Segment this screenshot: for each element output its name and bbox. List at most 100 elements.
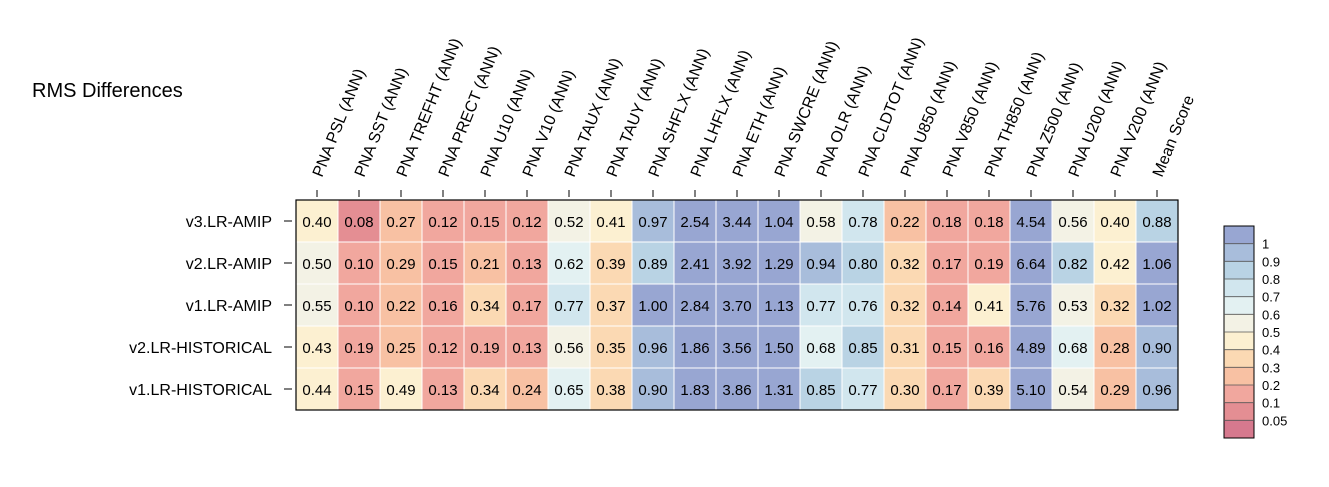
heatmap-cell bbox=[673, 283, 717, 327]
heatmap-cell bbox=[757, 325, 801, 369]
cell-value-label: 0.89 bbox=[638, 256, 667, 273]
heatmap-cell bbox=[1093, 241, 1137, 285]
heatmap-cell bbox=[673, 241, 717, 285]
cell-value-label: 0.15 bbox=[428, 256, 457, 273]
heatmap-cell bbox=[589, 199, 633, 243]
cell-value-label: 0.68 bbox=[806, 340, 835, 357]
cell-value-label: 0.39 bbox=[974, 382, 1003, 399]
cell-value-label: 0.10 bbox=[344, 298, 373, 315]
heatmap-cell bbox=[295, 283, 339, 327]
colorbar-tick-label: 0.5 bbox=[1262, 325, 1280, 340]
heatmap-cell bbox=[925, 283, 969, 327]
cell-value-label: 1.83 bbox=[680, 382, 709, 399]
cell-value-label: 0.17 bbox=[512, 298, 541, 315]
cell-value-label: 0.53 bbox=[1058, 298, 1087, 315]
heatmap-cell bbox=[967, 325, 1011, 369]
heatmap-cell bbox=[295, 367, 339, 411]
cell-value-label: 0.13 bbox=[512, 256, 541, 273]
cell-value-label: 0.22 bbox=[890, 214, 919, 231]
cell-value-label: 5.10 bbox=[1016, 382, 1045, 399]
cell-value-label: 0.77 bbox=[848, 382, 877, 399]
column-label: Mean Score bbox=[1150, 93, 1198, 179]
cell-value-label: 0.13 bbox=[512, 340, 541, 357]
cell-value-label: 0.28 bbox=[1100, 340, 1129, 357]
cell-value-label: 0.21 bbox=[470, 256, 499, 273]
heatmap-cell bbox=[757, 283, 801, 327]
cell-value-label: 4.54 bbox=[1016, 214, 1045, 231]
cell-value-label: 0.85 bbox=[806, 382, 835, 399]
cell-value-label: 3.86 bbox=[722, 382, 751, 399]
heatmap-cell bbox=[799, 283, 843, 327]
cell-value-label: 0.25 bbox=[386, 340, 415, 357]
colorbar-tick-label: 0.2 bbox=[1262, 378, 1280, 393]
colorbar-legend: 1 0.9 0.8 0.7 0.6 0.5 0.4 0.3 0.2 0.1 0.05 bbox=[1223, 225, 1287, 439]
cell-value-label: 0.15 bbox=[932, 340, 961, 357]
heatmap-cell bbox=[379, 241, 423, 285]
cell-value-label: 0.17 bbox=[932, 382, 961, 399]
heatmap-cell bbox=[1093, 283, 1137, 327]
cell-value-label: 0.43 bbox=[302, 340, 331, 357]
colorbar-tick-label: 0.6 bbox=[1262, 307, 1280, 322]
row-label: v1.LR-AMIP bbox=[186, 298, 272, 315]
heatmap-cell bbox=[841, 325, 885, 369]
heatmap-cell bbox=[715, 241, 759, 285]
cell-value-label: 0.18 bbox=[974, 214, 1003, 231]
heatmap-cell bbox=[337, 283, 381, 327]
colorbar-tick-label: 1 bbox=[1262, 237, 1269, 252]
heatmap-cell bbox=[883, 241, 927, 285]
cell-value-label: 2.54 bbox=[680, 214, 709, 231]
colorbar-segment bbox=[1224, 367, 1254, 386]
cell-value-label: 0.39 bbox=[596, 256, 625, 273]
colorbar-tick-label: 0.8 bbox=[1262, 272, 1280, 287]
colorbar-segment bbox=[1224, 332, 1254, 351]
heatmap-cell bbox=[505, 325, 549, 369]
colorbar-segment bbox=[1224, 279, 1254, 298]
heatmap-cell bbox=[925, 367, 969, 411]
cell-value-label: 0.15 bbox=[470, 214, 499, 231]
cell-value-label: 0.77 bbox=[554, 298, 583, 315]
cell-value-label: 2.41 bbox=[680, 256, 709, 273]
colorbar-segment bbox=[1224, 420, 1254, 439]
cell-value-label: 0.32 bbox=[890, 256, 919, 273]
cell-value-label: 0.80 bbox=[848, 256, 877, 273]
heatmap-cell bbox=[295, 325, 339, 369]
cell-value-label: 1.04 bbox=[764, 214, 793, 231]
heatmap-cell bbox=[421, 325, 465, 369]
cell-value-label: 0.58 bbox=[806, 214, 835, 231]
cell-value-label: 0.35 bbox=[596, 340, 625, 357]
cell-value-label: 1.13 bbox=[764, 298, 793, 315]
cell-value-label: 3.56 bbox=[722, 340, 751, 357]
cell-value-label: 0.32 bbox=[890, 298, 919, 315]
heatmap-cell bbox=[547, 199, 591, 243]
cell-value-label: 3.70 bbox=[722, 298, 751, 315]
heatmap-cells: 0.40 0.08 0.27 0.12 0.15 0.12 0.52 0.41 0.97 2.54… bbox=[295, 199, 1179, 411]
heatmap-cell bbox=[1135, 241, 1179, 285]
cell-value-label: 0.85 bbox=[848, 340, 877, 357]
colorbar-tick-label: 0.7 bbox=[1262, 290, 1280, 305]
heatmap-cell bbox=[1009, 241, 1053, 285]
colorbar-segment bbox=[1224, 385, 1254, 404]
cell-value-label: 0.96 bbox=[1142, 382, 1171, 399]
heatmap-cell bbox=[841, 283, 885, 327]
colorbar-segment bbox=[1224, 296, 1254, 315]
cell-value-label: 0.97 bbox=[638, 214, 667, 231]
cell-value-label: 1.50 bbox=[764, 340, 793, 357]
heatmap-cell bbox=[757, 199, 801, 243]
heatmap-cell bbox=[967, 283, 1011, 327]
cell-value-label: 0.32 bbox=[1100, 298, 1129, 315]
cell-value-label: 0.19 bbox=[344, 340, 373, 357]
cell-value-label: 1.31 bbox=[764, 382, 793, 399]
heatmap-cell bbox=[757, 241, 801, 285]
heatmap-cell bbox=[715, 199, 759, 243]
cell-value-label: 6.64 bbox=[1016, 256, 1045, 273]
cell-value-label: 0.41 bbox=[596, 214, 625, 231]
cell-value-label: 0.30 bbox=[890, 382, 919, 399]
cell-value-label: 0.88 bbox=[1142, 214, 1171, 231]
row-label: v2.LR-AMIP bbox=[186, 256, 272, 273]
cell-value-label: 0.08 bbox=[344, 214, 373, 231]
cell-value-label: 0.24 bbox=[512, 382, 541, 399]
heatmap-cell bbox=[967, 241, 1011, 285]
row-label: v2.LR-HISTORICAL bbox=[129, 340, 272, 357]
cell-value-label: 0.96 bbox=[638, 340, 667, 357]
cell-value-label: 0.12 bbox=[428, 214, 457, 231]
